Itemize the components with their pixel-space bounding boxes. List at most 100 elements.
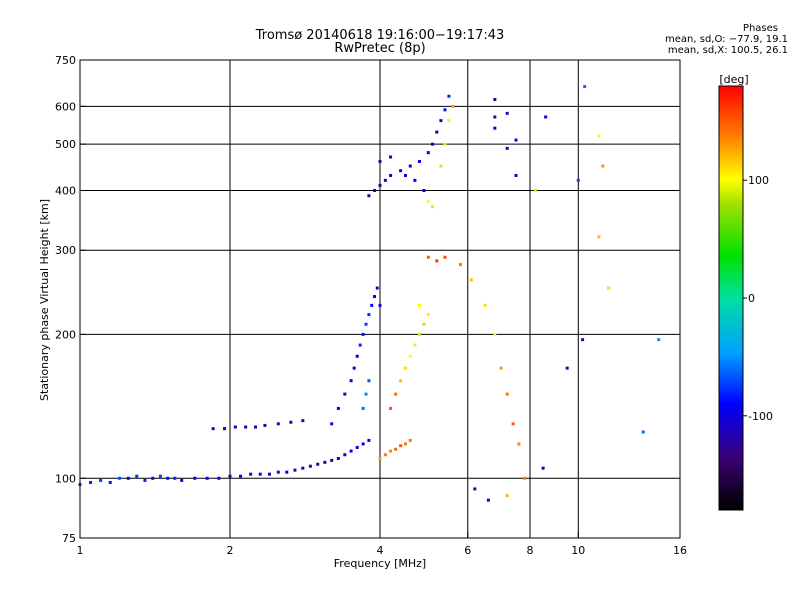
colorbar-tick-label: 0 bbox=[748, 292, 755, 305]
data-point bbox=[173, 476, 177, 480]
data-point bbox=[375, 286, 379, 290]
data-point bbox=[276, 422, 280, 426]
data-point bbox=[99, 478, 103, 482]
data-point bbox=[505, 146, 509, 150]
x-tick-label: 2 bbox=[227, 544, 234, 557]
data-point bbox=[439, 164, 443, 168]
data-point bbox=[408, 164, 412, 168]
data-point bbox=[413, 178, 417, 182]
data-point bbox=[443, 108, 447, 112]
data-point bbox=[597, 235, 601, 239]
data-point bbox=[583, 85, 587, 89]
data-point bbox=[217, 476, 221, 480]
data-point bbox=[378, 456, 382, 460]
x-tick-label: 6 bbox=[464, 544, 471, 557]
y-tick-label: 600 bbox=[55, 100, 76, 113]
data-point bbox=[514, 173, 518, 177]
data-point bbox=[505, 392, 509, 396]
data-point bbox=[399, 444, 403, 448]
phase-stats-o: mean, sd,O: −77.9, 19.1 bbox=[665, 34, 788, 45]
data-point bbox=[426, 199, 430, 203]
data-point bbox=[422, 188, 426, 192]
y-tick-label: 400 bbox=[55, 184, 76, 197]
data-point bbox=[180, 478, 184, 482]
data-point bbox=[349, 449, 353, 453]
data-point bbox=[301, 466, 305, 470]
data-point bbox=[431, 142, 435, 146]
data-point bbox=[389, 173, 393, 177]
data-point bbox=[581, 338, 585, 342]
data-point bbox=[336, 456, 340, 460]
data-point bbox=[493, 332, 497, 336]
data-point bbox=[352, 366, 356, 370]
x-tick-label: 8 bbox=[527, 544, 534, 557]
data-point bbox=[293, 468, 297, 472]
data-point bbox=[439, 119, 443, 123]
data-point bbox=[505, 494, 509, 498]
data-point bbox=[343, 453, 347, 457]
data-point bbox=[343, 392, 347, 396]
data-point bbox=[422, 322, 426, 326]
data-point bbox=[383, 453, 387, 457]
data-point bbox=[511, 422, 515, 426]
data-point bbox=[483, 303, 487, 307]
data-point bbox=[514, 138, 518, 142]
chart-subtitle: RwPretec (8p) bbox=[334, 41, 426, 56]
data-point bbox=[523, 476, 527, 480]
data-point bbox=[403, 442, 407, 446]
data-point bbox=[367, 313, 371, 317]
data-point bbox=[108, 480, 112, 484]
axis-ticks: 1 2 4 6 8 10 16 75 100 200 300 400 500 600 750 bbox=[55, 54, 687, 557]
data-point bbox=[143, 478, 147, 482]
data-point bbox=[499, 366, 503, 370]
data-point bbox=[408, 438, 412, 442]
data-point bbox=[355, 354, 359, 358]
colorbar-tick-label: 100 bbox=[748, 174, 769, 187]
x-tick-label: 16 bbox=[673, 544, 687, 557]
data-point bbox=[258, 472, 262, 476]
data-point bbox=[228, 474, 232, 478]
data-point bbox=[443, 255, 447, 259]
data-point bbox=[367, 194, 371, 198]
data-point bbox=[565, 366, 569, 370]
data-point bbox=[285, 470, 289, 474]
data-point bbox=[330, 458, 334, 462]
y-tick-label: 750 bbox=[55, 54, 76, 67]
data-point bbox=[233, 425, 237, 429]
data-point bbox=[361, 332, 365, 336]
data-point bbox=[426, 255, 430, 259]
data-point bbox=[323, 460, 327, 464]
data-point bbox=[205, 476, 209, 480]
data-point bbox=[349, 379, 353, 383]
y-tick-label: 100 bbox=[55, 472, 76, 485]
data-point bbox=[193, 476, 197, 480]
data-point bbox=[378, 303, 382, 307]
data-point bbox=[435, 259, 439, 263]
data-point bbox=[151, 476, 155, 480]
y-tick-label: 75 bbox=[62, 532, 76, 545]
data-point bbox=[263, 423, 267, 427]
chart-title: Tromsø 20140618 19:16:00−19:17:43 bbox=[255, 28, 505, 43]
data-point bbox=[447, 94, 451, 98]
data-point bbox=[364, 322, 368, 326]
data-point bbox=[316, 462, 320, 466]
data-point bbox=[533, 188, 537, 192]
data-point bbox=[403, 173, 407, 177]
data-point bbox=[493, 98, 497, 102]
y-tick-label: 300 bbox=[55, 244, 76, 257]
colorbar bbox=[718, 85, 744, 511]
data-point bbox=[378, 159, 382, 163]
data-point bbox=[378, 183, 382, 187]
data-point bbox=[301, 419, 305, 423]
data-point bbox=[394, 447, 398, 451]
data-point bbox=[383, 178, 387, 182]
y-axis-label: Stationary phase Virtual Height [km] bbox=[38, 199, 51, 401]
data-point bbox=[358, 343, 362, 347]
colorbar-label: [deg] bbox=[719, 73, 748, 86]
x-tick-label: 10 bbox=[571, 544, 585, 557]
y-tick-label: 200 bbox=[55, 328, 76, 341]
data-point bbox=[249, 472, 253, 476]
data-point bbox=[576, 178, 580, 182]
data-point bbox=[394, 392, 398, 396]
